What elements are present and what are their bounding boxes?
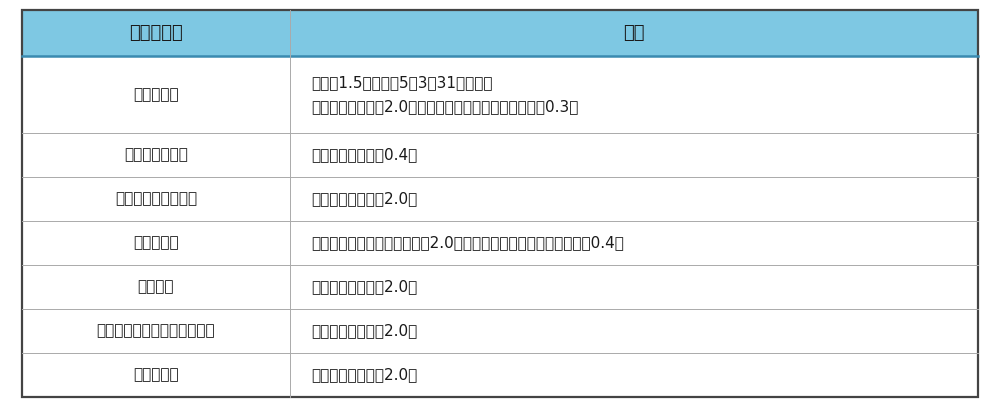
Text: 土地・建物ともに2.0％: 土地・建物ともに2.0％ — [312, 324, 418, 338]
Bar — [290, 56, 978, 133]
Bar — [22, 265, 290, 309]
Text: 土地　1.5％（令和5年3月31日まで）
建物　原則として2.0％、一定の要件を満たした場合は0.3％: 土地 1.5％（令和5年3月31日まで） 建物 原則として2.0％、一定の要件を… — [312, 75, 579, 114]
Text: 手続の内容: 手続の内容 — [129, 24, 183, 42]
Bar — [290, 353, 978, 397]
Text: 離婚に伴う財産分与: 離婚に伴う財産分与 — [115, 192, 197, 207]
Bar — [22, 353, 290, 397]
Text: 持分の売買: 持分の売買 — [133, 87, 179, 102]
Text: 土地・建物ともに0.4％: 土地・建物ともに0.4％ — [312, 148, 418, 163]
Bar — [22, 177, 290, 221]
Bar — [22, 221, 290, 265]
Text: 共有物分割: 共有物分割 — [133, 236, 179, 250]
Text: 持分放棄: 持分放棄 — [138, 280, 174, 294]
Bar — [290, 221, 978, 265]
Bar — [290, 133, 978, 177]
Bar — [22, 309, 290, 353]
Bar — [22, 133, 290, 177]
Text: 土地・建物ともに2.0％: 土地・建物ともに2.0％ — [312, 368, 418, 382]
Bar — [290, 10, 978, 56]
Text: 税率: 税率 — [623, 24, 645, 42]
Bar — [22, 10, 290, 56]
Text: 登記の内容が誤っていた場合: 登記の内容が誤っていた場合 — [97, 324, 215, 338]
Text: 土地・建物ともに原則として2.0％、一定の要件を満たした場合は0.4％: 土地・建物ともに原則として2.0％、一定の要件を満たした場合は0.4％ — [312, 236, 625, 250]
Text: 持分の贈与: 持分の贈与 — [133, 368, 179, 382]
Bar — [290, 177, 978, 221]
Bar — [22, 56, 290, 133]
Bar — [290, 309, 978, 353]
Text: 土地・建物ともに2.0％: 土地・建物ともに2.0％ — [312, 192, 418, 207]
Text: 共有持分の相続: 共有持分の相続 — [124, 148, 188, 163]
Bar — [290, 265, 978, 309]
Text: 土地・建物ともに2.0％: 土地・建物ともに2.0％ — [312, 280, 418, 294]
